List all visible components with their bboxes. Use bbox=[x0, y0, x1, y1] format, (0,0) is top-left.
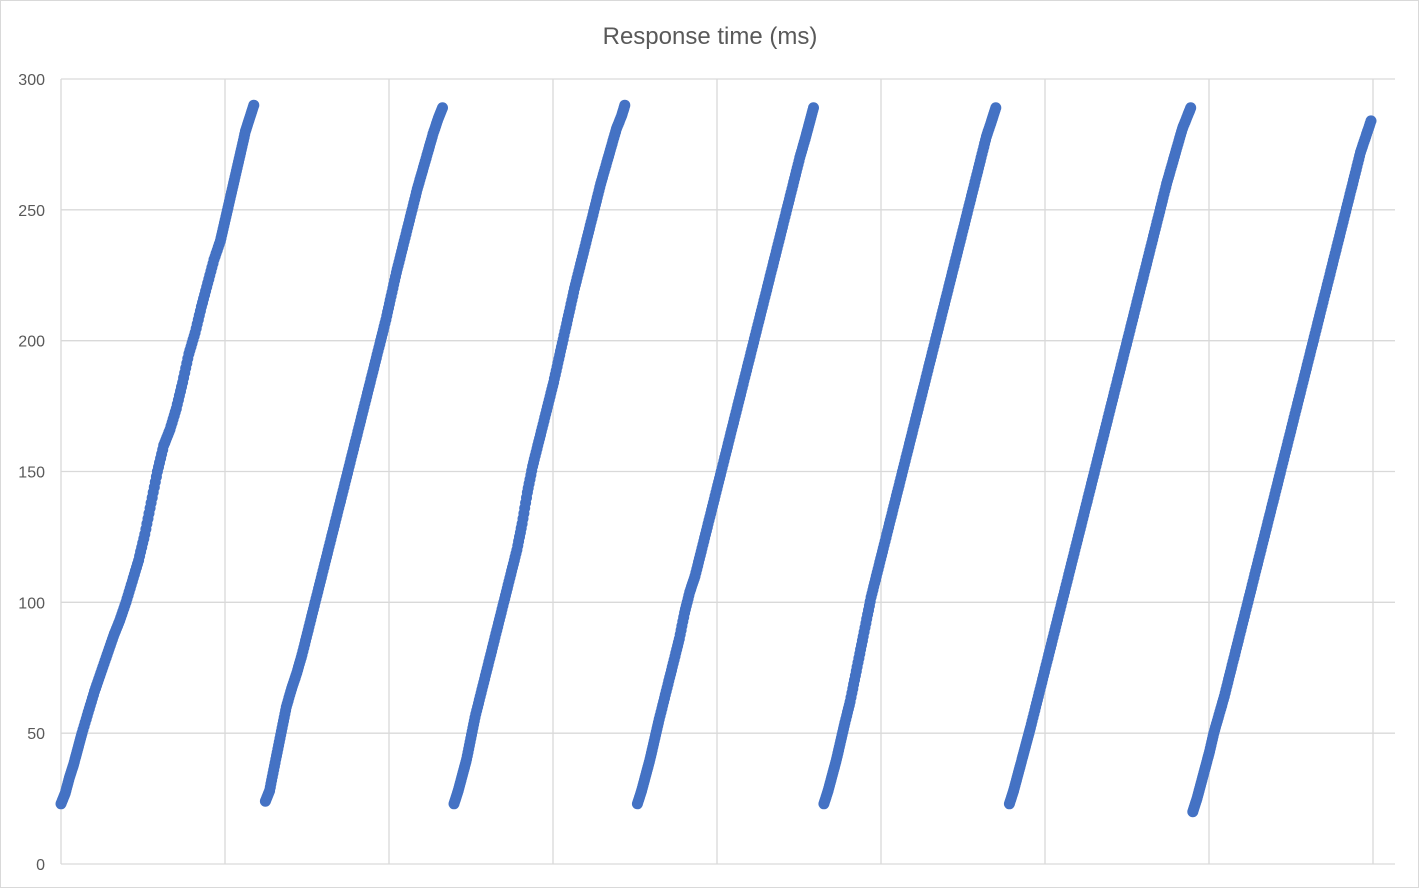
data-point bbox=[248, 99, 260, 111]
y-tick-label: 250 bbox=[18, 203, 45, 220]
y-tick-label: 200 bbox=[18, 334, 45, 351]
chart-title: Response time (ms) bbox=[603, 23, 818, 50]
data-points bbox=[55, 99, 1377, 818]
y-tick-label: 0 bbox=[36, 857, 45, 874]
data-point bbox=[808, 102, 819, 114]
y-tick-label: 100 bbox=[18, 595, 45, 612]
gridlines bbox=[60, 78, 1395, 865]
y-tick-label: 150 bbox=[18, 465, 45, 482]
data-point bbox=[990, 102, 1002, 114]
y-axis-tick-labels: 0 50 100 150 200 250 300 bbox=[18, 72, 45, 874]
data-point bbox=[437, 102, 448, 114]
data-point bbox=[1365, 115, 1377, 127]
data-point bbox=[1185, 102, 1197, 114]
y-tick-label: 50 bbox=[27, 726, 45, 743]
y-tick-label: 300 bbox=[18, 72, 45, 89]
data-point bbox=[619, 99, 631, 111]
